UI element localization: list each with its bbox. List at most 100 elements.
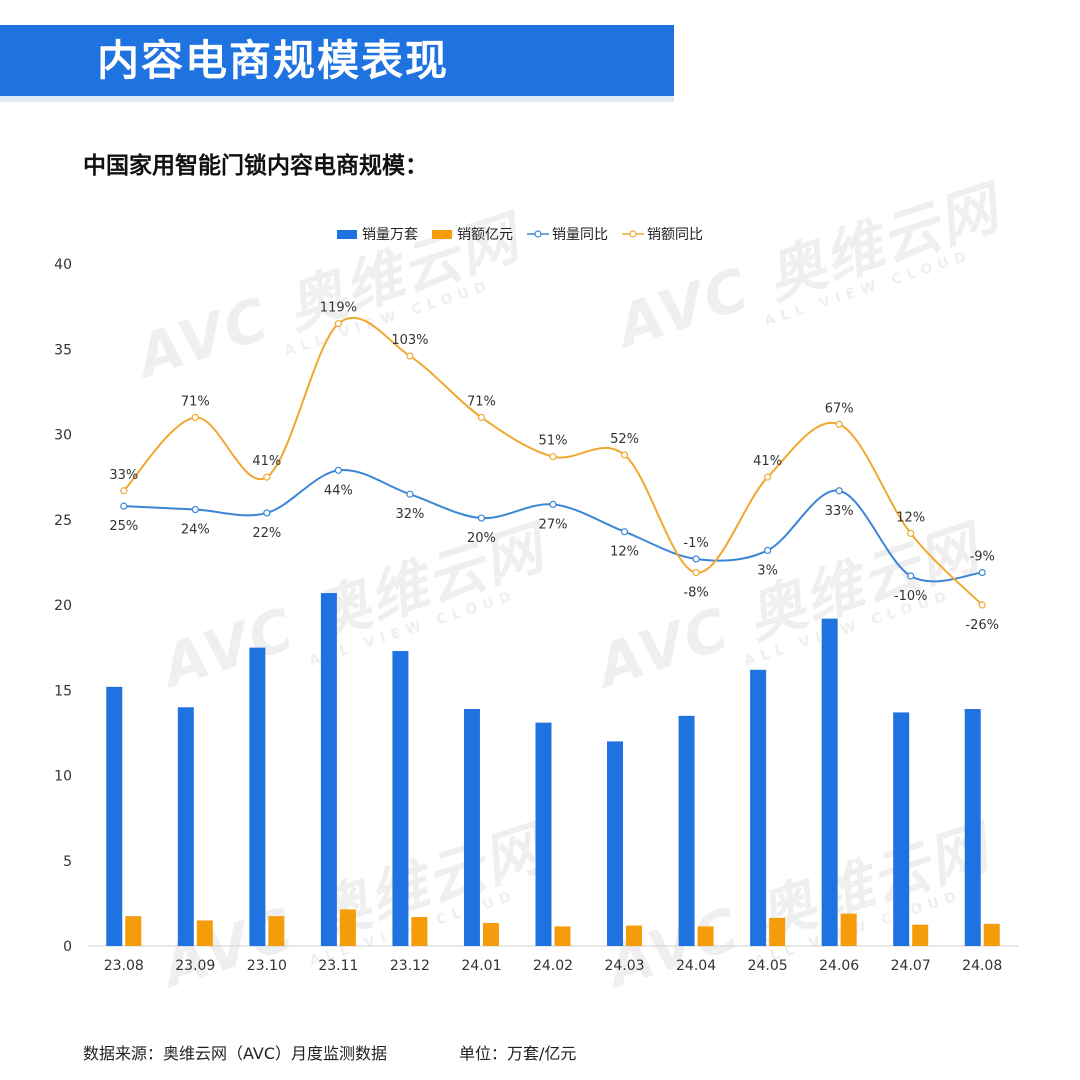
volume-yoy-label: -9% — [970, 550, 995, 565]
bar-sales — [769, 917, 786, 946]
bar-sales — [411, 917, 428, 946]
volume-yoy-label: 3% — [757, 563, 778, 578]
sales-yoy-label: -26% — [965, 618, 999, 633]
sales-yoy-point — [334, 320, 342, 328]
sales-yoy-point — [120, 487, 128, 495]
sales-yoy-label: 103% — [391, 333, 428, 348]
bar-volume — [320, 593, 337, 946]
sales-yoy-label: 67% — [825, 401, 854, 416]
sales-yoy-point — [191, 413, 199, 422]
sales-yoy-label: -8% — [683, 586, 708, 601]
sales-yoy-point — [907, 529, 915, 537]
sales-yoy-point — [263, 473, 271, 481]
sales-yoy-point — [406, 352, 414, 360]
x-tick-label: 23.08 — [104, 958, 144, 974]
sales-yoy-label: 33% — [109, 468, 138, 483]
legend-marker — [629, 230, 637, 238]
bar-volume — [463, 709, 480, 946]
bar-volume — [535, 722, 552, 946]
volume-yoy-label: 33% — [825, 504, 854, 519]
bar-sales — [482, 922, 499, 946]
sales-yoy-label: 52% — [610, 432, 639, 447]
bar-volume — [249, 647, 266, 946]
bar-sales — [196, 920, 213, 946]
legend-label: 销量万套 — [362, 227, 418, 243]
sales-yoy-point — [764, 473, 772, 481]
volume-yoy-point — [978, 569, 986, 577]
page-title: 内容电商规模表现 — [97, 36, 450, 85]
sales-yoy-point — [477, 413, 486, 422]
sales-yoy-point — [692, 569, 700, 577]
bar-volume — [607, 741, 624, 946]
legend-label: 销量同比 — [552, 227, 608, 243]
y-tick-label: 30 — [54, 428, 72, 444]
legend-swatch — [337, 230, 357, 239]
y-tick-label: 5 — [63, 854, 72, 870]
volume-yoy-point — [549, 500, 557, 509]
bar-sales — [125, 916, 142, 946]
volume-yoy-point — [477, 514, 486, 522]
bar-sales — [983, 923, 1000, 946]
bar-volume — [893, 712, 910, 946]
x-tick-label: 24.07 — [891, 958, 931, 974]
volume-yoy-label: 12% — [610, 545, 639, 560]
x-tick-label: 24.02 — [533, 958, 573, 974]
volume-yoy-point — [692, 555, 700, 563]
bar-volume — [964, 709, 981, 946]
volume-yoy-point — [263, 509, 271, 517]
sales-yoy-label: 71% — [181, 394, 210, 409]
volume-yoy-point — [120, 502, 128, 510]
bar-volume — [750, 669, 767, 946]
sales-yoy-label: 41% — [753, 454, 782, 469]
legend-marker — [534, 230, 542, 238]
y-tick-label: 15 — [54, 683, 72, 699]
unit-note: 单位：万套/亿元 — [459, 1044, 577, 1063]
bar-volume — [678, 715, 695, 946]
x-tick-label: 24.05 — [748, 958, 788, 974]
x-tick-label: 24.08 — [962, 958, 1002, 974]
volume-yoy-label: 27% — [539, 517, 568, 532]
sales-yoy-label: 51% — [539, 434, 568, 449]
y-tick-label: 40 — [54, 257, 72, 273]
y-tick-label: 0 — [63, 939, 72, 955]
bar-volume — [392, 651, 409, 946]
sales-yoy-point — [978, 601, 986, 609]
volume-yoy-point — [191, 505, 199, 514]
x-tick-label: 24.03 — [604, 958, 644, 974]
x-tick-label: 24.01 — [461, 958, 501, 974]
bar-sales — [697, 926, 714, 946]
data-source-note: 数据来源：奥维云网（AVC）月度监测数据 — [83, 1044, 388, 1063]
volume-yoy-label: -10% — [894, 589, 928, 604]
volume-yoy-point — [835, 487, 843, 495]
x-tick-label: 24.04 — [676, 958, 716, 974]
bar-sales — [268, 916, 285, 946]
volume-yoy-point — [620, 528, 629, 536]
sales-yoy-point — [835, 420, 843, 428]
sales-yoy-label: 12% — [896, 510, 925, 525]
sales-yoy-label: 41% — [252, 454, 281, 469]
volume-yoy-label: 24% — [181, 523, 210, 538]
volume-yoy-point — [406, 490, 414, 498]
bar-volume — [177, 707, 194, 946]
y-tick-label: 35 — [54, 342, 72, 358]
sales-yoy-point — [549, 453, 557, 461]
y-tick-label: 25 — [54, 513, 72, 529]
volume-yoy-label: 25% — [109, 519, 138, 534]
bar-volume — [106, 686, 123, 946]
y-tick-label: 20 — [54, 598, 72, 614]
volume-yoy-label: 22% — [252, 526, 281, 541]
legend-label: 销额亿元 — [457, 227, 513, 243]
header-banner: 内容电商规模表现 — [0, 25, 674, 96]
volume-yoy-label: 32% — [395, 507, 424, 522]
chart-subtitle: 中国家用智能门锁内容电商规模： — [83, 153, 428, 179]
legend-label: 销额同比 — [647, 227, 703, 243]
x-tick-label: 23.12 — [390, 958, 430, 974]
x-tick-label: 23.11 — [318, 958, 358, 974]
x-tick-label: 24.06 — [819, 958, 859, 974]
bar-sales — [912, 924, 929, 946]
x-tick-label: 23.10 — [247, 958, 287, 974]
legend-swatch — [432, 230, 452, 239]
sales-yoy-point — [620, 451, 629, 459]
volume-yoy-point — [334, 466, 342, 474]
